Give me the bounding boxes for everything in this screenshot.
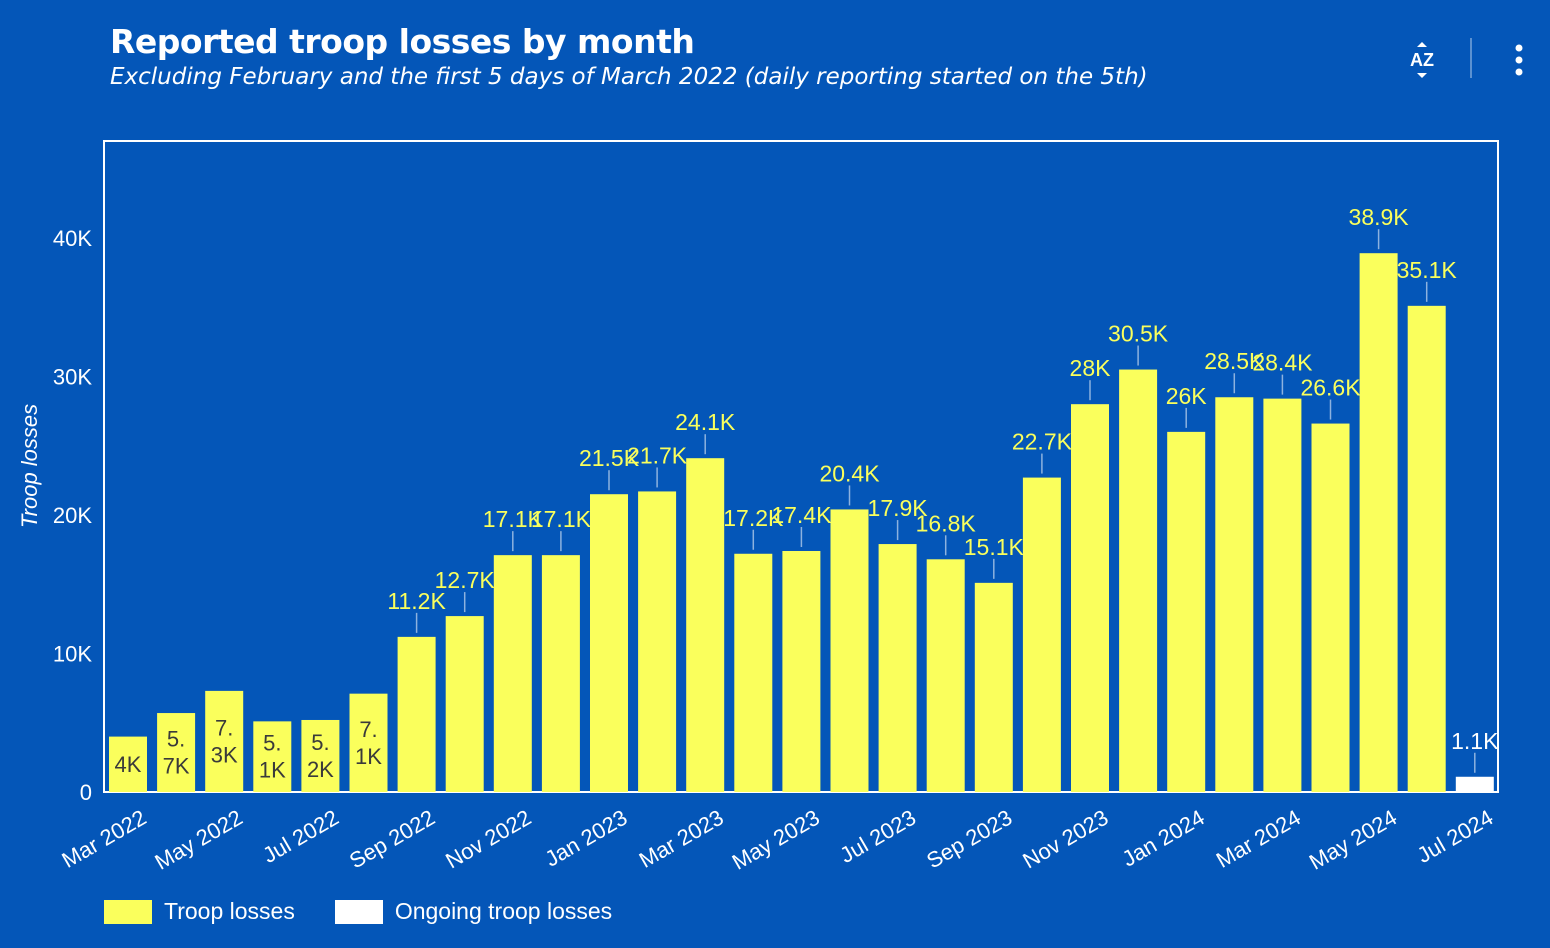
data-label: 5. [263,731,281,756]
legend-swatch-ongoing-troop-losses [334,899,383,924]
data-label: 7. [215,715,233,740]
bar [1359,253,1398,793]
bar [1263,398,1302,792]
bar [686,458,725,792]
legend-label-ongoing-troop-losses: Ongoing troop losses [394,898,613,924]
data-label: 12.7K [435,567,496,593]
more-vertical-icon[interactable] [1508,42,1530,78]
y-axis-label: Troop losses [17,404,42,528]
bar [734,553,773,792]
data-label: 1.1K [1451,728,1499,754]
legend-item-ongoing-troop-losses[interactable]: Ongoing troop losses [334,898,613,925]
bar [1167,431,1206,792]
y-tick-label: 20K [53,503,92,528]
bar [878,544,917,792]
legend-label-troop-losses: Troop losses [164,898,295,924]
bar [541,555,580,792]
y-tick-label: 0 [80,780,92,805]
y-tick-label: 30K [53,364,92,389]
bar [638,491,677,792]
legend: Troop losses Ongoing troop losses [104,898,652,925]
bar [349,693,388,792]
data-label: 38.9K [1349,204,1410,230]
x-tick-label: Jul 2022 [258,805,343,868]
data-label: 22.7K [1012,429,1073,455]
data-label: 21.7K [627,442,688,468]
data-label: 5. [311,730,329,755]
data-label: 28.5K [1204,348,1265,374]
data-label: 15.1K [964,534,1025,560]
data-label: 7K [163,754,190,779]
data-label: 7. [359,717,377,742]
data-label: 17.9K [868,495,929,521]
chart-subtitle: Excluding February and the first 5 days … [110,64,1148,90]
y-tick-label: 40K [53,226,92,251]
data-label: 17.4K [771,502,832,528]
data-label: 17.1K [531,506,592,532]
data-label: 17.1K [483,506,544,532]
bar [1455,776,1494,792]
bar [782,550,821,792]
data-label: 28.4K [1252,350,1313,376]
x-tick-label: Sep 2022 [345,805,439,874]
x-tick-label: May 2024 [1305,805,1401,875]
chart-title: Reported troop losses by month [110,22,695,61]
sort-az-icon[interactable]: AZ [1403,40,1441,80]
bar [493,555,532,792]
data-label: 11.2K [387,588,446,614]
x-tick-label: May 2022 [151,805,247,875]
data-label: 26K [1166,383,1208,409]
bar [1311,423,1350,792]
bar [830,509,869,792]
x-tick-label: May 2023 [728,805,824,875]
x-tick-label: Jul 2024 [1413,805,1498,868]
data-label: 3K [211,742,238,767]
data-label: 20.4K [819,460,880,486]
data-label: 24.1K [675,409,736,435]
bar [445,616,484,792]
bar [253,721,292,792]
data-label: 26.6K [1300,375,1361,401]
bar [1215,397,1254,792]
data-label: 16.8K [916,510,977,536]
data-label: 2K [307,757,334,782]
data-label: 4K [115,752,142,777]
bar [1407,305,1446,792]
x-tick-label: Jul 2023 [836,805,921,868]
bar [590,494,628,792]
x-tick-label: Nov 2022 [441,805,535,874]
y-tick-label: 10K [53,641,92,666]
data-label: 5. [167,727,185,752]
x-tick-label: Jan 2024 [1118,805,1209,872]
data-label: 21.5K [579,445,640,471]
data-label: 28K [1070,355,1112,381]
data-label: 30.5K [1108,321,1169,347]
x-tick-label: Nov 2023 [1018,805,1112,874]
bar [109,736,147,792]
x-tick-label: Mar 2023 [635,805,728,873]
x-tick-label: Jan 2023 [541,805,632,872]
bar [974,582,1013,792]
bar [397,636,436,792]
bar [1022,477,1061,792]
legend-item-troop-losses[interactable]: Troop losses [104,898,295,925]
data-label: 17.2K [723,505,784,531]
sort-az-text: AZ [1410,50,1434,70]
x-tick-label: Mar 2022 [58,805,151,873]
data-label: 1K [259,758,286,783]
bar [205,690,244,792]
bar [301,719,340,792]
data-label: 35.1K [1397,257,1458,283]
x-tick-label: Sep 2023 [922,805,1016,874]
data-label: 1K [355,744,382,769]
bar [926,559,965,792]
bar [1119,369,1158,792]
bar [157,713,196,792]
legend-swatch-troop-losses [104,899,152,924]
x-tick-label: Mar 2024 [1212,805,1305,873]
bar [1071,404,1109,792]
toolbar-divider [1470,38,1472,78]
